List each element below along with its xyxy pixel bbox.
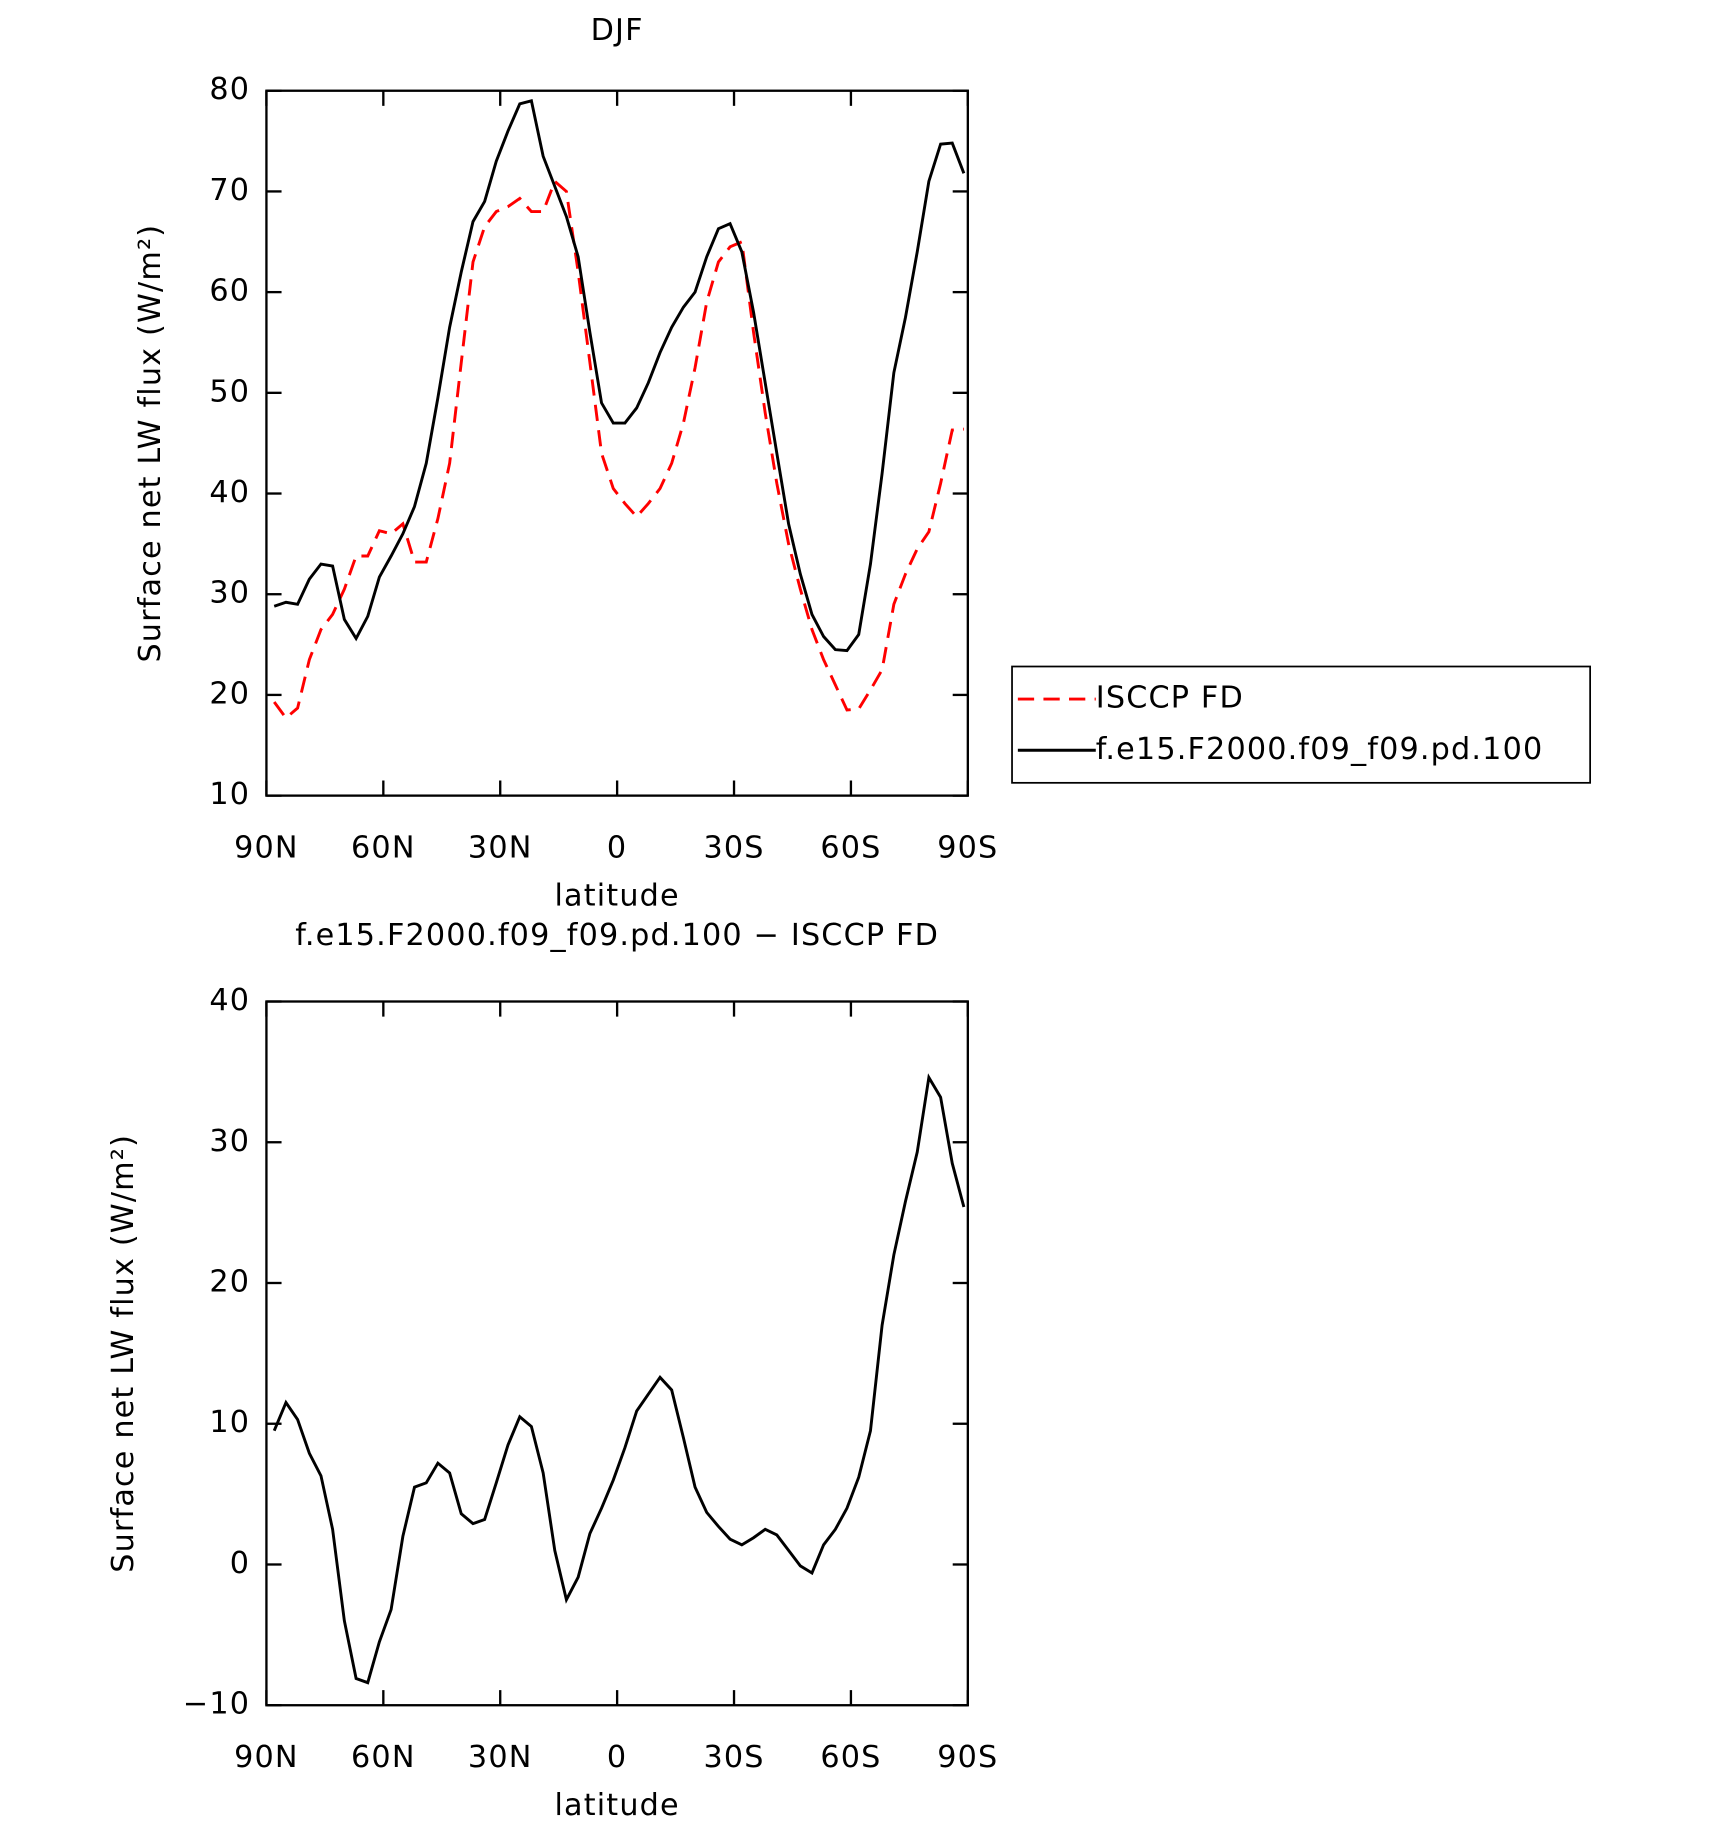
legend-label: f.e15.F2000.f09_f09.pd.100 (1096, 732, 1544, 767)
x-tick-label: 60S (820, 1740, 881, 1775)
data-line (273, 178, 964, 721)
y-tick-label: 10 (209, 777, 250, 812)
data-line (272, 1073, 966, 1685)
y-tick-label: 40 (209, 983, 250, 1018)
x-tick-label: 30N (468, 831, 533, 866)
y-tick-label: 60 (209, 274, 250, 309)
data-line (273, 99, 966, 653)
x-tick-label: 0 (607, 831, 627, 866)
y-tick-label: 30 (209, 576, 250, 611)
legend-box (1011, 665, 1592, 784)
x-tick-label: 90N (234, 1740, 299, 1775)
y-tick-label: 40 (209, 475, 250, 510)
x-axis-label: latitude (554, 1788, 679, 1823)
x-tick-label: 60N (351, 831, 416, 866)
x-tick-label: 30S (703, 1740, 764, 1775)
y-tick-label: 0 (230, 1546, 250, 1581)
chart-title: DJF (591, 13, 644, 48)
x-tick-label: 60S (820, 831, 881, 866)
y-tick-label: 50 (209, 374, 250, 409)
x-tick-label: 30S (703, 831, 764, 866)
x-axis-label: latitude (554, 878, 679, 913)
y-tick-label: 20 (209, 1264, 250, 1299)
y-axis-label: Surface net LW flux (W/m²) (106, 1134, 141, 1573)
x-tick-label: 0 (607, 1740, 627, 1775)
x-tick-label: 90N (234, 831, 299, 866)
plot-frame (265, 89, 969, 797)
x-tick-label: 30N (468, 1740, 533, 1775)
x-tick-label: 90S (937, 831, 998, 866)
y-axis-label: Surface net LW flux (W/m²) (133, 224, 168, 663)
x-tick-label: 90S (937, 1740, 998, 1775)
y-tick-label: 80 (209, 72, 250, 107)
chart-title: f.e15.F2000.f09_f09.pd.100 − ISCCP FD (295, 918, 939, 953)
legend-label: ISCCP FD (1096, 681, 1244, 716)
y-tick-label: 20 (209, 676, 250, 711)
y-tick-label: 70 (209, 173, 250, 208)
plot-frame (265, 1000, 969, 1707)
y-tick-label: −10 (183, 1687, 250, 1722)
y-tick-label: 10 (209, 1405, 250, 1440)
x-tick-label: 60N (351, 1740, 416, 1775)
y-tick-label: 30 (209, 1124, 250, 1159)
